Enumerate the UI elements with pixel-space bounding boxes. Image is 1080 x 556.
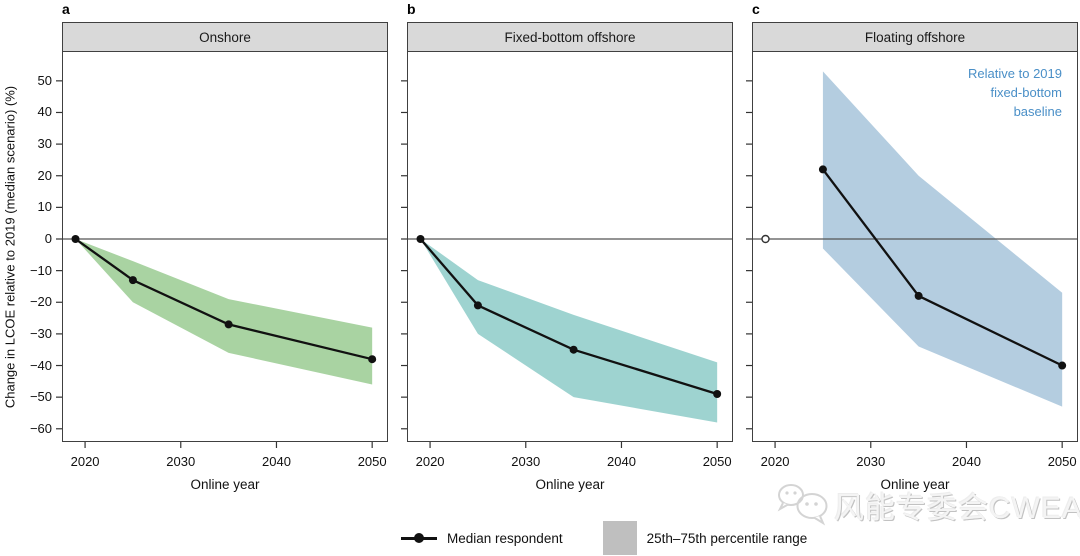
median-point — [818, 165, 827, 174]
panel-letter: b — [407, 1, 416, 17]
percentile-band — [420, 239, 718, 423]
x-axis-label: Online year — [190, 477, 260, 492]
y-tick-label: 20 — [37, 167, 52, 183]
plot-svg — [401, 51, 733, 448]
median-point — [1058, 361, 1067, 370]
legend: Median respondent 25th–75th percentile r… — [401, 521, 807, 555]
y-tick-label: −20 — [29, 294, 52, 310]
plot-area — [401, 51, 733, 448]
x-tick-label: 2050 — [357, 454, 387, 469]
x-axis-label: Online year — [535, 477, 605, 492]
median-point — [713, 389, 722, 398]
x-tick-label: 2050 — [702, 454, 732, 469]
panel-fixed-bottom-offshore: b Fixed-bottom offshore 2020 2030 2040 2050… — [401, 1, 733, 492]
legend-band-label: 25th–75th percentile range — [646, 530, 808, 546]
x-tick-label: 2030 — [856, 454, 886, 469]
y-tick-label: −40 — [29, 357, 52, 373]
median-point — [71, 235, 80, 243]
plot-svg — [56, 51, 388, 448]
x-tick-label: 2020 — [760, 454, 790, 469]
y-tick-label: 0 — [44, 231, 52, 246]
x-tick-label: 2020 — [70, 454, 100, 469]
baseline-annotation: Relative to 2019 fixed-bottom baseline — [968, 66, 1062, 119]
median-point — [569, 345, 578, 354]
percentile-band — [75, 239, 373, 385]
y-tick-label: −50 — [29, 389, 52, 405]
y-tick-label: 10 — [37, 199, 52, 215]
y-tick-label: −30 — [29, 325, 52, 341]
median-line — [74, 238, 373, 361]
median-line-swatch — [401, 533, 437, 543]
y-tick-label: 40 — [37, 104, 52, 120]
reference-point — [761, 234, 770, 244]
median-point — [416, 235, 425, 243]
panel-letter: a — [62, 1, 70, 17]
median-point — [368, 355, 377, 364]
median-line — [419, 238, 718, 396]
panel-onshore: a Onshore 2020 2030 2040 2050 Online year — [56, 1, 388, 492]
x-axis-label: Online year — [880, 477, 950, 492]
y-tick-label: −10 — [29, 262, 52, 278]
x-tick-label: 2030 — [511, 454, 541, 469]
percentile-band-swatch — [602, 521, 637, 555]
plot-area — [56, 51, 388, 448]
plot-area: Relative to 2019 fixed-bottom baseline — [746, 51, 1078, 448]
median-point — [473, 301, 482, 310]
panel-header: Fixed-bottom offshore — [407, 22, 733, 52]
x-tick-label: 2040 — [607, 454, 636, 469]
x-tick-label: 2050 — [1047, 454, 1077, 469]
y-tick-label: −60 — [29, 420, 52, 436]
median-point-swatch — [414, 533, 424, 543]
median-point — [224, 320, 233, 329]
panel-letter: c — [752, 1, 760, 17]
x-tick-label: 2040 — [262, 454, 291, 469]
x-tick-label: 2040 — [952, 454, 981, 469]
median-point — [914, 291, 923, 300]
x-axis-tick-labels: 2020 2030 2040 2050 — [62, 454, 388, 472]
y-tick-label: 50 — [37, 72, 52, 88]
y-tick-label: 30 — [37, 136, 52, 152]
plot-frame — [62, 51, 388, 442]
y-axis-tick-labels: 50 40 30 20 10 0 −10 −20 −30 −40 −50 −60 — [0, 0, 54, 556]
x-axis-tick-labels: 2020 2030 2040 2050 — [752, 454, 1078, 472]
x-tick-label: 2030 — [166, 454, 196, 469]
panel-header: Floating offshore — [752, 22, 1078, 52]
median-point — [128, 276, 137, 285]
plot-svg — [746, 51, 1078, 448]
panel-header: Onshore — [62, 22, 388, 52]
x-axis-tick-labels: 2020 2030 2040 2050 — [407, 454, 733, 472]
x-tick-label: 2020 — [415, 454, 445, 469]
legend-median-label: Median respondent — [447, 530, 563, 546]
panel-floating-offshore: c Floating offshore Relative to 2019 fix… — [746, 1, 1078, 492]
